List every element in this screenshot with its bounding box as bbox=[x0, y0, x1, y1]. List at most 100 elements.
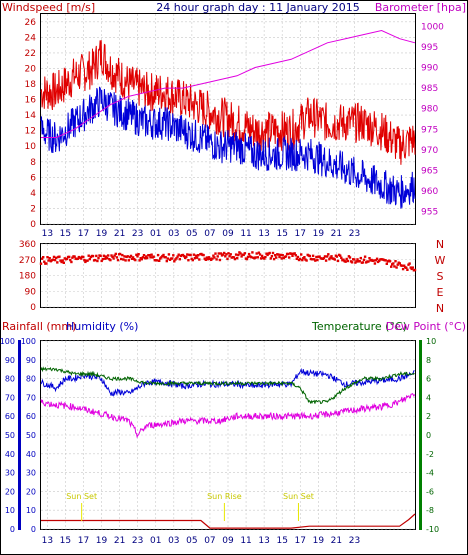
direction-point bbox=[398, 262, 401, 265]
x-tick-label: 19 bbox=[313, 229, 325, 239]
humidity-tick-label: 90 bbox=[26, 356, 36, 365]
rainfall-tick-label: 20 bbox=[5, 487, 15, 496]
direction-point bbox=[84, 260, 87, 264]
sun-event-label: Sun Rise bbox=[207, 492, 242, 501]
direction-point bbox=[342, 258, 345, 261]
rainfall-axis-title: Rainfall (mm) bbox=[2, 320, 76, 333]
x-tick-label: 11 bbox=[240, 536, 251, 546]
direction-point bbox=[368, 257, 371, 260]
rainfall-tick-label: 10 bbox=[5, 506, 15, 515]
direction-point bbox=[324, 259, 328, 262]
direction-point bbox=[226, 257, 229, 261]
direction-point bbox=[240, 255, 243, 258]
direction-tick-label: 90 bbox=[25, 287, 37, 297]
direction-point bbox=[150, 253, 153, 256]
direction-point bbox=[277, 253, 280, 256]
direction-point bbox=[83, 258, 86, 262]
wind-panel-frame bbox=[40, 13, 416, 225]
temperature-tick-label: -10 bbox=[426, 525, 439, 534]
direction-point bbox=[385, 262, 388, 265]
direction-point bbox=[175, 257, 178, 260]
direction-point bbox=[237, 253, 240, 257]
dewpoint-axis-title: Dew Point (°C) bbox=[386, 320, 466, 333]
direction-point bbox=[322, 256, 326, 260]
direction-point bbox=[124, 259, 127, 262]
temperature-tick-label: 6 bbox=[426, 375, 431, 384]
direction-point bbox=[99, 254, 102, 257]
x-tick-label: 23 bbox=[132, 536, 143, 546]
rainfall-tick-label: 50 bbox=[5, 431, 15, 440]
x-tick-label: 07 bbox=[204, 229, 215, 239]
windspeed-avg-line bbox=[40, 86, 416, 209]
rainfall-axis-bar bbox=[18, 340, 21, 530]
direction-point bbox=[223, 251, 226, 255]
direction-point bbox=[206, 258, 210, 261]
direction-point bbox=[198, 258, 201, 261]
direction-point bbox=[323, 255, 327, 258]
direction-point bbox=[263, 257, 266, 260]
direction-point bbox=[328, 258, 331, 261]
direction-point bbox=[372, 259, 375, 262]
direction-point bbox=[358, 260, 361, 263]
x-tick-label: 03 bbox=[168, 536, 179, 546]
x-tick-label: 15 bbox=[276, 536, 287, 546]
direction-point bbox=[373, 262, 377, 265]
x-tick-label: 17 bbox=[78, 536, 89, 546]
barometer-tick-label: 975 bbox=[421, 125, 438, 135]
direction-point bbox=[110, 254, 113, 257]
direction-point bbox=[197, 254, 200, 257]
direction-point bbox=[82, 255, 85, 259]
direction-point bbox=[55, 256, 58, 259]
direction-point bbox=[217, 252, 220, 255]
direction-point bbox=[242, 253, 245, 257]
direction-point bbox=[102, 254, 106, 257]
rainfall-tick-label: 70 bbox=[5, 393, 15, 402]
x-tick-label: 21 bbox=[114, 536, 125, 546]
direction-point bbox=[274, 254, 277, 257]
x-tick-label: 01 bbox=[150, 229, 161, 239]
x-tick-label: 05 bbox=[186, 229, 197, 239]
barometer-line bbox=[41, 29, 416, 138]
direction-point bbox=[408, 262, 411, 265]
direction-point bbox=[388, 260, 392, 263]
direction-point bbox=[308, 254, 311, 258]
direction-point bbox=[270, 255, 274, 258]
direction-point bbox=[79, 257, 83, 260]
direction-point bbox=[149, 256, 152, 259]
humidity-tick-label: 50 bbox=[26, 431, 36, 440]
direction-point bbox=[134, 258, 137, 262]
direction-point bbox=[156, 253, 160, 257]
direction-point bbox=[305, 259, 308, 262]
direction-point bbox=[73, 255, 76, 258]
windspeed-tick-label: 10 bbox=[25, 142, 37, 152]
direction-point bbox=[403, 264, 406, 267]
direction-point bbox=[362, 258, 366, 261]
direction-point bbox=[290, 252, 293, 255]
direction-point bbox=[160, 256, 163, 259]
direction-point bbox=[62, 261, 65, 264]
direction-point bbox=[356, 258, 359, 261]
direction-point bbox=[126, 255, 129, 258]
direction-point bbox=[367, 260, 370, 263]
direction-point bbox=[314, 259, 317, 262]
direction-point bbox=[162, 253, 165, 257]
direction-point bbox=[298, 257, 302, 261]
direction-point bbox=[136, 255, 139, 258]
direction-point bbox=[141, 256, 145, 259]
direction-point bbox=[394, 260, 397, 263]
humidity-tick-label: 30 bbox=[26, 469, 36, 478]
direction-tick-label: 360 bbox=[19, 240, 36, 250]
barometer-tick-label: 990 bbox=[421, 64, 438, 74]
direction-point bbox=[166, 257, 169, 260]
direction-point bbox=[39, 262, 43, 265]
barometer-tick-label: 995 bbox=[421, 43, 438, 53]
windspeed-tick-label: 2 bbox=[30, 204, 36, 214]
direction-point bbox=[233, 257, 237, 261]
direction-point bbox=[279, 253, 282, 257]
rainfall-line bbox=[41, 513, 416, 529]
direction-point bbox=[295, 257, 298, 260]
direction-point bbox=[236, 256, 239, 260]
windspeed-tick-label: 8 bbox=[30, 158, 36, 168]
direction-point bbox=[186, 253, 189, 256]
direction-point bbox=[43, 260, 46, 263]
